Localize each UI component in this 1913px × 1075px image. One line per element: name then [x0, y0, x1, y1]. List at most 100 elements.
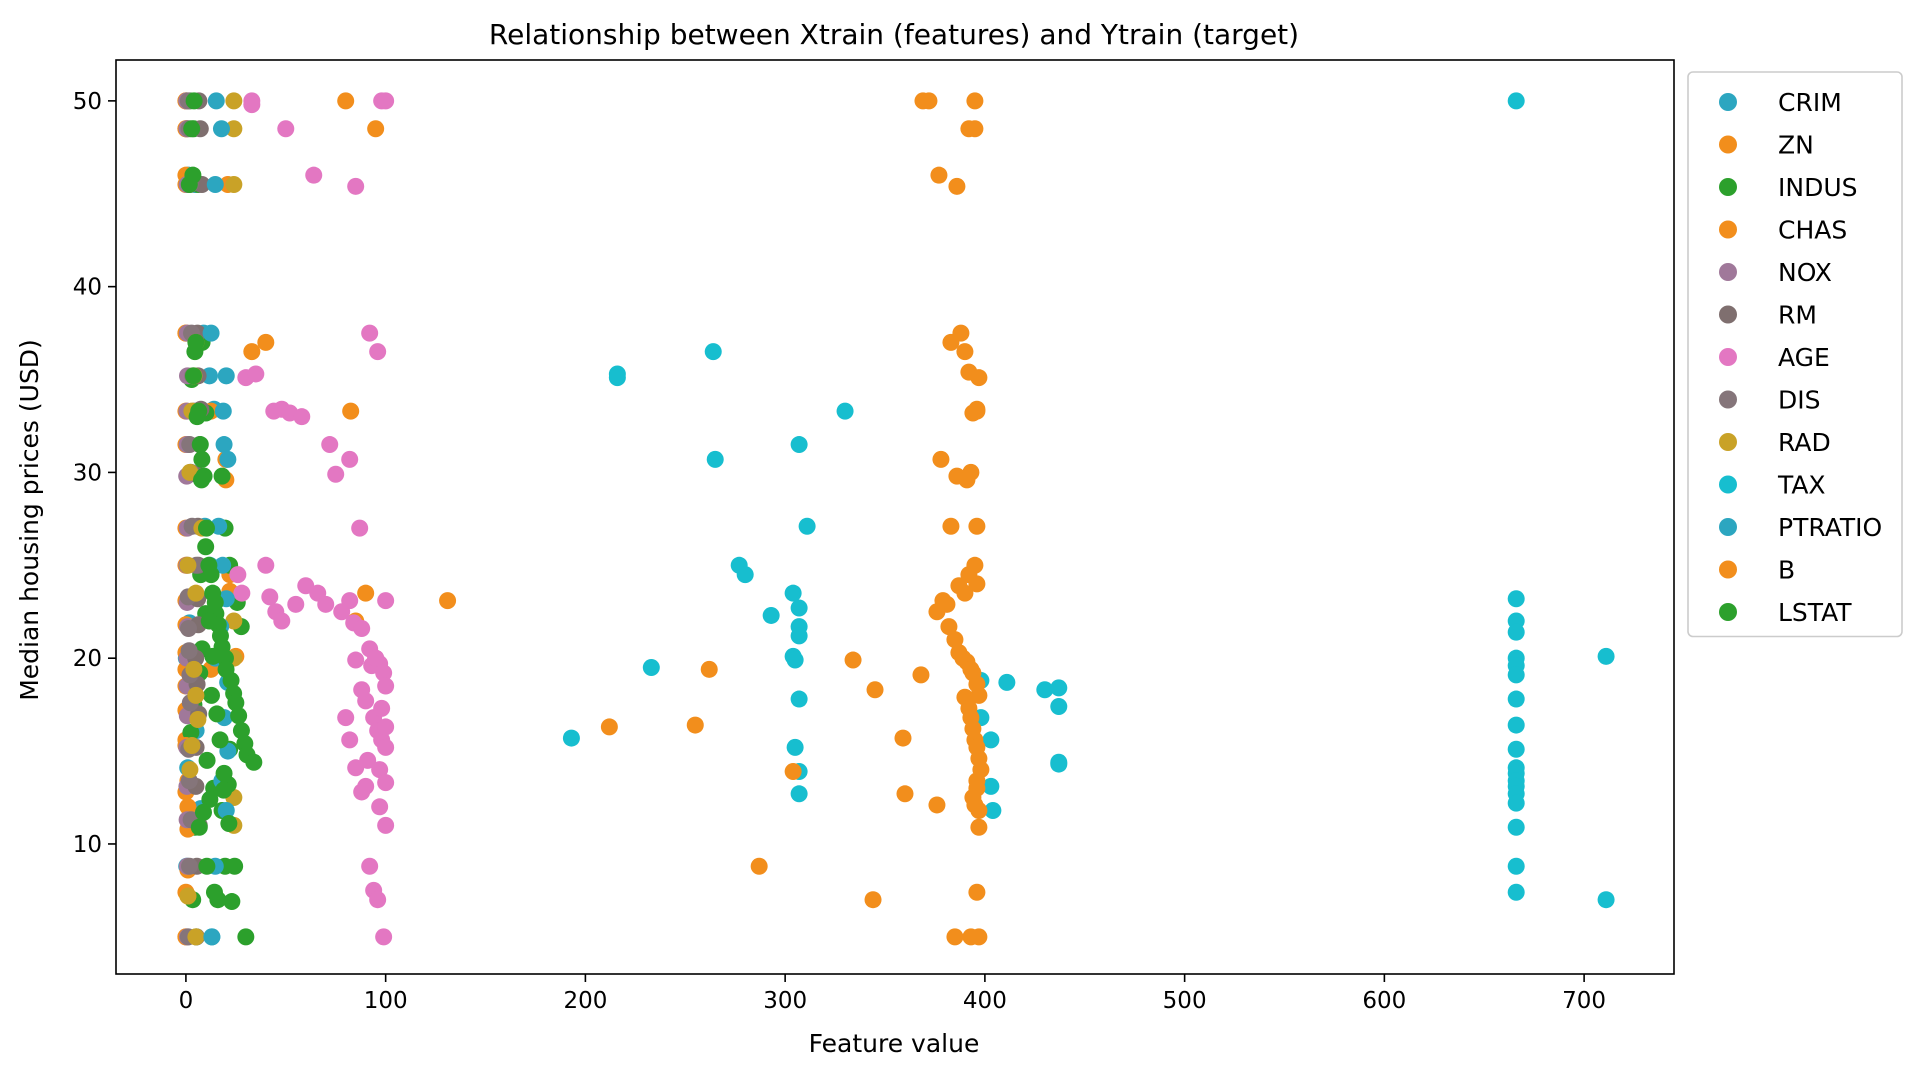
data-point	[180, 642, 198, 660]
data-point	[182, 723, 200, 741]
legend-label: CRIM	[1778, 88, 1842, 117]
data-point	[836, 402, 854, 420]
data-point	[736, 566, 754, 584]
data-point	[233, 584, 251, 602]
y-tick-label: 10	[73, 832, 102, 858]
data-point	[946, 631, 964, 649]
data-point	[243, 96, 261, 114]
data-point	[1597, 891, 1615, 909]
data-point	[220, 815, 238, 833]
data-point	[1036, 681, 1054, 699]
legend-marker	[1719, 390, 1737, 409]
data-point	[202, 686, 220, 704]
data-point	[968, 575, 986, 593]
data-point	[215, 781, 233, 799]
data-point	[327, 465, 345, 483]
data-point	[790, 599, 808, 617]
data-point	[377, 592, 395, 610]
data-point	[225, 175, 243, 193]
data-point	[970, 818, 988, 836]
chart-title: Relationship between Xtrain (features) a…	[489, 18, 1299, 51]
data-point	[357, 777, 375, 795]
data-point	[1507, 883, 1525, 901]
legend-label: NOX	[1778, 258, 1832, 287]
data-point	[790, 627, 808, 645]
data-point	[347, 651, 365, 669]
legend-marker	[1719, 220, 1737, 239]
data-point	[191, 436, 209, 454]
data-point	[273, 612, 291, 630]
data-point	[204, 647, 222, 665]
legend-marker	[1719, 603, 1737, 621]
data-point	[225, 612, 243, 630]
data-point	[970, 686, 988, 704]
data-point	[342, 402, 360, 420]
legend-marker	[1719, 178, 1737, 196]
legend-label: LSTAT	[1778, 598, 1852, 627]
data-point	[371, 798, 389, 816]
data-point	[194, 803, 212, 821]
plot-area	[177, 92, 1615, 946]
data-point	[798, 517, 816, 535]
legend-marker	[1719, 433, 1737, 451]
data-point	[223, 893, 241, 911]
data-point	[562, 729, 580, 747]
data-point	[966, 556, 984, 574]
y-tick-label: 20	[73, 646, 102, 672]
data-point	[956, 584, 974, 602]
data-point	[377, 738, 395, 756]
data-point	[1507, 818, 1525, 836]
data-point	[956, 343, 974, 361]
data-point	[932, 450, 950, 468]
data-point	[185, 92, 203, 110]
data-point	[187, 584, 205, 602]
legend-label: ZN	[1778, 131, 1814, 160]
x-tick-label: 300	[763, 988, 807, 1014]
data-point	[207, 92, 225, 110]
data-point	[946, 928, 964, 946]
data-point	[257, 556, 275, 574]
legend-label: RAD	[1778, 428, 1831, 457]
data-point	[197, 519, 215, 537]
legend-box	[1687, 71, 1903, 638]
data-point	[750, 857, 768, 875]
legend-marker	[1719, 475, 1737, 494]
data-point	[373, 699, 391, 717]
legend-marker	[1719, 348, 1737, 366]
data-point	[1507, 716, 1525, 734]
data-point	[257, 333, 275, 351]
axes: 0 100 200 300 400 500 600 700 10 20 30 40 50	[73, 59, 1675, 1014]
data-point	[187, 686, 205, 704]
data-point	[222, 671, 240, 689]
series-b	[439, 92, 990, 946]
data-point	[202, 324, 220, 342]
data-point	[357, 692, 375, 710]
data-point	[1050, 679, 1068, 697]
data-point	[1507, 92, 1525, 110]
data-point	[608, 369, 626, 387]
data-point	[189, 710, 207, 728]
x-tick-label: 600	[1362, 988, 1406, 1014]
legend-marker	[1719, 560, 1737, 579]
legend-label: B	[1778, 556, 1795, 585]
y-tick-label: 50	[73, 89, 102, 115]
data-point	[225, 120, 243, 138]
data-point	[217, 802, 235, 820]
data-point	[762, 606, 780, 624]
legend-marker	[1719, 93, 1737, 111]
data-point	[347, 759, 365, 777]
y-axis-label: Median housing prices (USD)	[15, 339, 44, 701]
data-point	[211, 731, 229, 749]
x-axis-label: Feature value	[809, 1029, 980, 1058]
data-point	[247, 365, 265, 383]
data-point	[213, 467, 231, 485]
data-point	[341, 592, 359, 610]
data-point	[198, 751, 216, 769]
data-point	[214, 556, 232, 574]
data-point	[1507, 857, 1525, 875]
legend-marker	[1719, 518, 1737, 536]
data-point	[227, 694, 245, 712]
data-point	[185, 367, 203, 385]
legend-marker	[1719, 135, 1737, 154]
data-point	[970, 928, 988, 946]
